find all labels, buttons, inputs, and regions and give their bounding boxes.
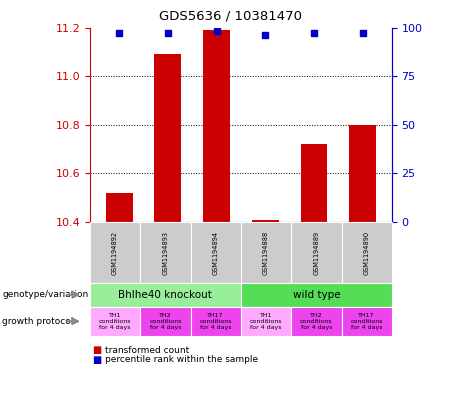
Text: growth protocol: growth protocol	[2, 317, 74, 326]
Text: GSM1194893: GSM1194893	[162, 231, 168, 274]
Bar	[252, 220, 278, 222]
Text: Bhlhe40 knockout: Bhlhe40 knockout	[118, 290, 213, 300]
Text: TH17
conditions
for 4 days: TH17 conditions for 4 days	[200, 313, 232, 330]
Text: ■: ■	[92, 354, 101, 365]
Text: TH17
conditions
for 4 days: TH17 conditions for 4 days	[350, 313, 383, 330]
Text: TH1
conditions
for 4 days: TH1 conditions for 4 days	[250, 313, 282, 330]
Point	[261, 32, 269, 39]
Point	[164, 30, 171, 37]
Text: GSM1194890: GSM1194890	[364, 230, 370, 275]
Text: TH1
conditions
for 4 days: TH1 conditions for 4 days	[99, 313, 131, 330]
Text: transformed count: transformed count	[105, 346, 189, 354]
Text: GSM1194889: GSM1194889	[313, 230, 319, 275]
Bar	[203, 30, 230, 222]
Point	[359, 30, 366, 37]
Text: GDS5636 / 10381470: GDS5636 / 10381470	[159, 10, 302, 23]
Text: TH2
conditions
for 4 days: TH2 conditions for 4 days	[300, 313, 332, 330]
Point	[310, 30, 318, 37]
Text: percentile rank within the sample: percentile rank within the sample	[105, 355, 258, 364]
Text: genotype/variation: genotype/variation	[2, 290, 89, 299]
Bar	[154, 54, 181, 222]
Bar	[349, 125, 376, 222]
Text: TH2
conditions
for 4 days: TH2 conditions for 4 days	[149, 313, 182, 330]
Point	[213, 28, 220, 35]
Text: GSM1194888: GSM1194888	[263, 230, 269, 275]
Bar	[106, 193, 132, 222]
Point	[115, 30, 123, 37]
Text: GSM1194894: GSM1194894	[213, 230, 219, 275]
Bar	[301, 144, 327, 222]
Text: ■: ■	[92, 345, 101, 355]
Text: wild type: wild type	[293, 290, 340, 300]
Text: GSM1194892: GSM1194892	[112, 230, 118, 275]
